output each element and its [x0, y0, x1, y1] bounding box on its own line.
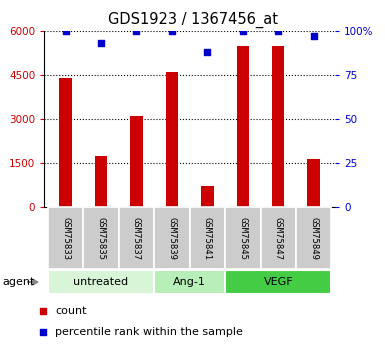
- Bar: [59, 78, 72, 207]
- Text: GDS1923 / 1367456_at: GDS1923 / 1367456_at: [107, 12, 278, 28]
- Point: [133, 28, 139, 34]
- Bar: [225, 270, 331, 294]
- Text: GSM75837: GSM75837: [132, 217, 141, 259]
- Text: GSM75845: GSM75845: [238, 217, 247, 259]
- Bar: [95, 156, 107, 207]
- Point: [169, 28, 175, 34]
- Point: [311, 33, 317, 39]
- Bar: [83, 207, 119, 269]
- Bar: [166, 72, 178, 207]
- Text: GSM75849: GSM75849: [309, 217, 318, 259]
- Bar: [236, 46, 249, 207]
- Text: GSM75847: GSM75847: [274, 217, 283, 259]
- Bar: [272, 46, 285, 207]
- Text: agent: agent: [2, 277, 34, 287]
- Point: [204, 49, 211, 55]
- Text: GSM75833: GSM75833: [61, 217, 70, 259]
- Bar: [154, 207, 190, 269]
- Bar: [154, 270, 225, 294]
- Point: [242, 231, 248, 237]
- Point: [98, 41, 104, 46]
- Point: [242, 35, 248, 40]
- Bar: [119, 207, 154, 269]
- Point: [62, 28, 69, 34]
- Point: [275, 28, 281, 34]
- Text: count: count: [55, 306, 87, 315]
- Bar: [48, 207, 83, 269]
- Bar: [225, 207, 261, 269]
- Bar: [308, 159, 320, 207]
- Bar: [296, 207, 331, 269]
- Text: GSM75841: GSM75841: [203, 217, 212, 259]
- Bar: [130, 116, 143, 207]
- Text: percentile rank within the sample: percentile rank within the sample: [55, 327, 243, 337]
- Text: untreated: untreated: [74, 277, 129, 287]
- Bar: [201, 186, 214, 207]
- Bar: [261, 207, 296, 269]
- Bar: [48, 270, 154, 294]
- Bar: [190, 207, 225, 269]
- Point: [240, 28, 246, 34]
- Text: Ang-1: Ang-1: [173, 277, 206, 287]
- Text: GSM75839: GSM75839: [167, 217, 176, 259]
- Text: GSM75835: GSM75835: [97, 217, 105, 259]
- Text: VEGF: VEGF: [263, 277, 293, 287]
